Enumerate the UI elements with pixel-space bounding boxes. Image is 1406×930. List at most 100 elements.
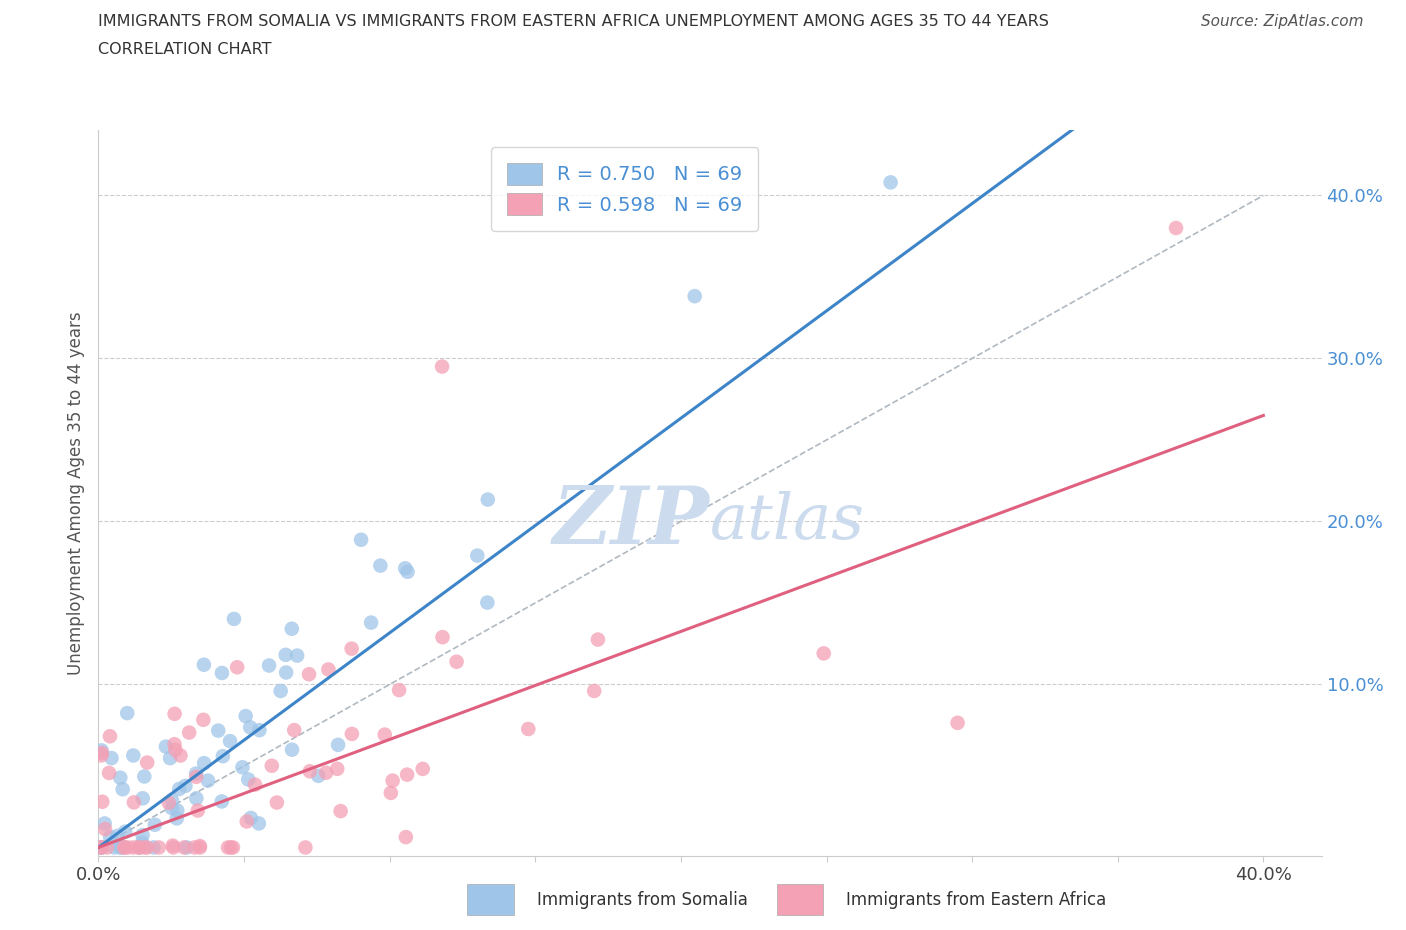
Point [388,683,411,698]
Point [132,790,155,805]
Point [432,630,454,644]
Point [236,814,259,829]
Point [430,359,453,374]
Point [274,647,297,662]
Point [281,621,304,636]
Point [326,737,349,752]
Point [193,658,215,672]
Point [157,795,180,810]
Point [211,794,233,809]
Text: ZIP: ZIP [553,484,710,561]
Point [395,830,418,844]
Point [103,840,125,855]
Point [188,840,211,855]
Point [294,840,316,855]
Point [318,662,340,677]
Point [162,838,184,853]
Point [110,838,132,853]
Point [111,782,134,797]
Text: Immigrants from Somalia: Immigrants from Somalia [537,891,748,909]
Point [100,751,122,765]
Point [117,840,139,855]
Point [243,777,266,792]
Point [112,840,135,855]
Point [90,840,112,855]
Point [186,769,208,784]
Point [128,840,150,855]
Point [219,734,242,749]
Point [174,778,197,793]
Point [166,803,188,817]
Point [122,840,145,855]
Point [188,839,211,854]
Point [134,769,156,784]
Point [193,756,215,771]
Point [90,840,112,855]
Point [298,667,321,682]
Point [98,729,121,744]
Point [517,722,540,737]
Point [98,765,121,780]
Point [114,824,136,839]
Point [477,595,499,610]
Point [315,765,337,780]
Point [186,790,208,805]
Point [396,767,419,782]
Point [374,727,396,742]
Point [167,781,190,796]
Point [340,726,363,741]
Point [105,829,128,844]
Point [160,801,183,816]
Point [380,786,402,801]
Point [266,795,288,810]
Point [370,558,392,573]
Point [91,794,114,809]
Point [184,766,207,781]
Point [207,724,229,738]
Text: atlas: atlas [710,491,865,552]
Point [112,840,135,855]
Point [465,548,488,563]
Point [276,665,298,680]
Point [217,840,239,855]
Point [239,810,262,825]
FancyBboxPatch shape [467,884,515,915]
Point [586,632,609,647]
Text: Source: ZipAtlas.com: Source: ZipAtlas.com [1201,14,1364,29]
Point [879,175,901,190]
Point [134,840,156,855]
Point [155,739,177,754]
Point [122,748,145,763]
Point [381,773,404,788]
Point [136,755,159,770]
Point [187,804,209,818]
Point [94,821,117,836]
Point [93,816,115,830]
Point [163,737,186,751]
Point [239,720,262,735]
Point [173,840,195,855]
Point [307,768,329,783]
Point [231,760,253,775]
Point [159,751,181,765]
Point [326,762,349,777]
Point [350,532,373,547]
Point [281,742,304,757]
Point [111,840,134,855]
Point [477,492,499,507]
Point [260,758,283,773]
Point [122,795,145,810]
Point [96,840,118,855]
Point [197,773,219,788]
Point [142,840,165,855]
Y-axis label: Unemployment Among Ages 35 to 44 years: Unemployment Among Ages 35 to 44 years [67,312,86,674]
Point [148,840,170,855]
Point [340,641,363,656]
Point [108,840,131,855]
Point [131,835,153,850]
Point [165,742,187,757]
Point [131,828,153,843]
Point [212,749,235,764]
Text: IMMIGRANTS FROM SOMALIA VS IMMIGRANTS FROM EASTERN AFRICA UNEMPLOYMENT AMONG AGE: IMMIGRANTS FROM SOMALIA VS IMMIGRANTS FR… [98,14,1049,29]
Point [813,646,835,661]
